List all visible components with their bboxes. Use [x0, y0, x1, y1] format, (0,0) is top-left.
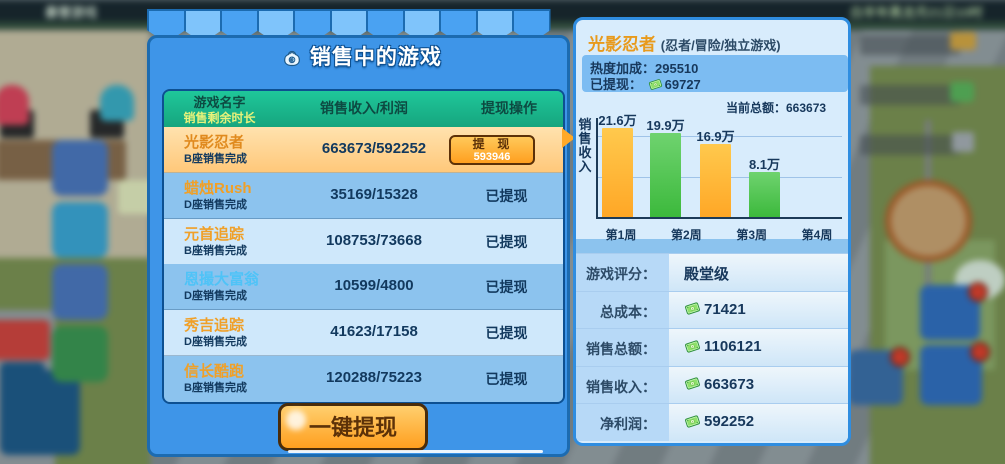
svg-text:$: $	[291, 58, 294, 62]
